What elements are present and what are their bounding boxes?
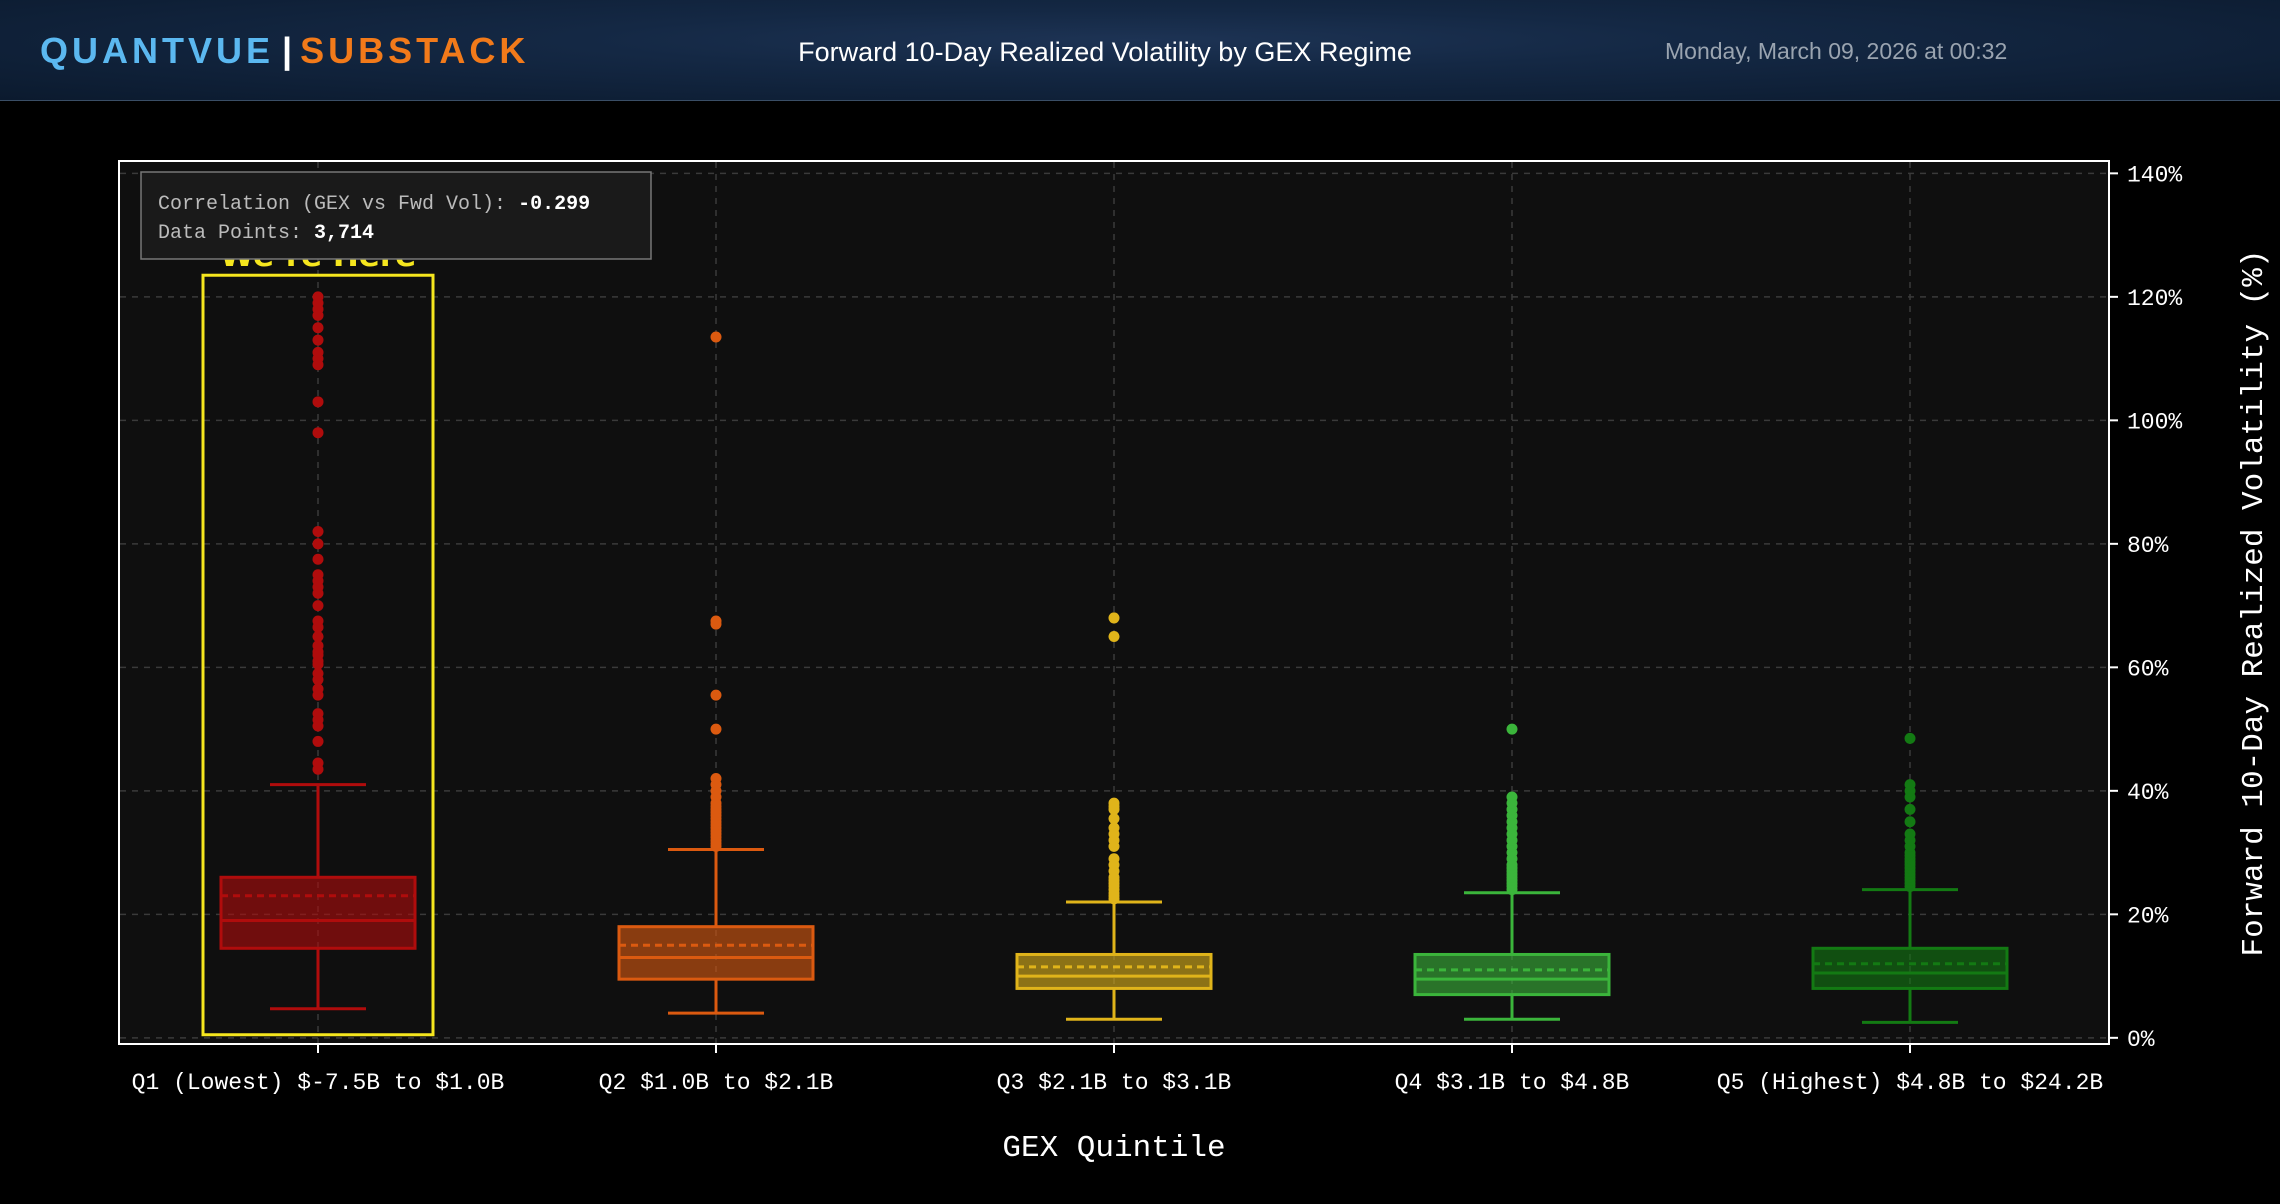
box-plots [219,291,2009,1024]
outlier-point [312,615,324,627]
brand-separator: | [282,30,293,71]
outlier-point [1108,612,1120,624]
box-group-q5 [1811,732,2009,1024]
outlier-point [710,615,722,627]
points-label: Data Points: [158,222,302,245]
outlier-point [312,553,324,565]
outlier-point [312,668,324,680]
box-group-q1 [219,291,417,1011]
outlier-point [312,708,324,720]
outlier-point [1506,791,1518,803]
outlier-point [1904,803,1916,815]
outlier-point [1108,813,1120,825]
brand-secondary: SUBSTACK [300,30,530,71]
outlier-point [312,396,324,408]
outlier-point [312,630,324,642]
outlier-point [312,322,324,334]
outlier-point [710,689,722,701]
outlier-point [312,683,324,695]
box-group-q2 [617,331,815,1015]
outlier-point [312,525,324,537]
outlier-point [1108,822,1120,834]
x-tick-label: Q4 $3.1B to $4.8B [1395,1070,1630,1096]
outlier-point [1506,723,1518,735]
stats-box: Correlation (GEX vs Fwd Vol): -0.299 Data… [140,171,652,260]
y-tick-label: 20% [2127,903,2169,929]
x-axis-title: GEX Quintile [1002,1131,1225,1166]
x-tick-label: Q3 $2.1B to $3.1B [997,1070,1232,1096]
outlier-point [710,331,722,343]
y-tick-label: 100% [2127,409,2182,435]
x-axis: Q1 (Lowest) $-7.5B to $1.0B Q2 $1.0B to $… [132,1044,2103,1096]
outlier-point [312,600,324,612]
outlier-point [1904,816,1916,828]
correlation-value: -0.299 [518,193,590,216]
stats-correlation-line: Correlation (GEX vs Fwd Vol): -0.299 [158,193,590,216]
timestamp: Monday, March 09, 2026 at 00:32 [1665,38,2008,64]
outlier-point [1904,732,1916,744]
x-tick-label: Q1 (Lowest) $-7.5B to $1.0B [132,1070,505,1096]
y-tick-label: 140% [2127,162,2182,188]
outlier-point [710,772,722,784]
brand-logo: QUANTVUE | SUBSTACK [40,30,529,72]
y-axis: 0% 20% 40% 60% 80% 100% 120% 140% [2109,162,2182,1053]
outlier-point [312,346,324,358]
box-iqr [1015,952,1213,990]
header-bar: QUANTVUE | SUBSTACK Forward 10-Day Realize… [0,0,2280,101]
y-tick-label: 120% [2127,286,2182,312]
box-group-q3 [1015,612,1213,1021]
outlier-point [312,334,324,346]
y-axis-title: Forward 10-Day Realized Volatility (%) [2237,250,2272,957]
outlier-point [1108,630,1120,642]
stats-box-frame [140,171,652,260]
brand-primary: QUANTVUE [40,30,275,71]
outlier-point [1108,797,1120,809]
outlier-point [710,723,722,735]
outlier-point [312,757,324,769]
y-tick-label: 0% [2127,1027,2155,1053]
box-iqr [219,875,417,950]
outlier-point [1904,779,1916,791]
outlier-point [312,640,324,652]
outlier-point [1108,853,1120,865]
highlight-box [201,273,435,1037]
y-tick-label: 60% [2127,656,2169,682]
correlation-label: Correlation (GEX vs Fwd Vol): [158,193,506,216]
outlier-point [1904,828,1916,840]
stats-points-line: Data Points: 3,714 [158,222,374,245]
outlier-point [312,569,324,581]
outlier-point [312,427,324,439]
x-tick-label: Q5 (Highest) $4.8B to $24.2B [1717,1070,2103,1096]
points-value: 3,714 [314,222,374,245]
x-tick-label: Q2 $1.0B to $2.1B [599,1070,834,1096]
y-tick-label: 40% [2127,780,2169,806]
chart-header-title: Forward 10-Day Realized Volatility by GE… [798,37,1412,67]
outlier-point [312,538,324,550]
outlier-point [312,735,324,747]
box-group-q4 [1413,723,1611,1021]
box-iqr [617,925,815,981]
box-iqr [1413,952,1611,997]
y-tick-label: 80% [2127,533,2169,559]
outlier-point [312,291,324,303]
box-iqr [1811,946,2009,990]
